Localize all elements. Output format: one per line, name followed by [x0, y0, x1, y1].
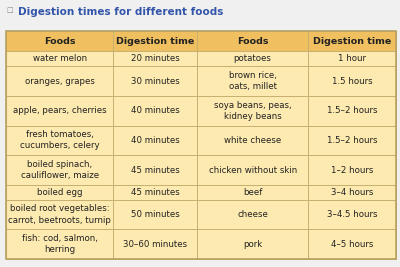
Text: boiled egg: boiled egg — [37, 188, 82, 197]
Text: Digestion time: Digestion time — [313, 37, 391, 46]
Text: beef: beef — [243, 188, 262, 197]
Text: brown rice,
oats, millet: brown rice, oats, millet — [229, 71, 277, 91]
Bar — [6, 52, 113, 66]
Bar — [308, 31, 396, 52]
Bar — [113, 125, 197, 155]
Bar — [113, 200, 197, 229]
Bar — [113, 96, 197, 125]
Text: Digestion times for different foods: Digestion times for different foods — [18, 7, 223, 17]
Text: chicken without skin: chicken without skin — [208, 166, 297, 175]
Text: boiled spinach,
cauliflower, maize: boiled spinach, cauliflower, maize — [20, 160, 99, 180]
Text: 1 hour: 1 hour — [338, 54, 366, 63]
Text: 1.5–2 hours: 1.5–2 hours — [327, 106, 377, 115]
Text: 30 minutes: 30 minutes — [131, 77, 180, 86]
Bar — [113, 229, 197, 259]
Bar — [308, 229, 396, 259]
Bar — [308, 200, 396, 229]
Bar — [308, 185, 396, 200]
Text: 1.5–2 hours: 1.5–2 hours — [327, 136, 377, 145]
Bar — [113, 31, 197, 52]
Bar — [197, 52, 308, 66]
Bar — [6, 125, 113, 155]
Bar — [308, 96, 396, 125]
Text: 1–2 hours: 1–2 hours — [331, 166, 373, 175]
Text: 4–5 hours: 4–5 hours — [331, 240, 373, 249]
Text: 3–4 hours: 3–4 hours — [331, 188, 373, 197]
Bar — [308, 125, 396, 155]
Text: apple, pears, cherries: apple, pears, cherries — [13, 106, 106, 115]
Text: 3–4.5 hours: 3–4.5 hours — [327, 210, 377, 219]
Bar — [6, 66, 113, 96]
Bar — [308, 52, 396, 66]
Bar — [197, 155, 308, 185]
Text: 40 minutes: 40 minutes — [131, 136, 180, 145]
Bar — [6, 31, 113, 52]
Text: Foods: Foods — [237, 37, 268, 46]
Text: 50 minutes: 50 minutes — [131, 210, 180, 219]
Bar — [197, 96, 308, 125]
Text: water melon: water melon — [32, 54, 87, 63]
Bar — [308, 155, 396, 185]
Text: pork: pork — [243, 240, 262, 249]
Text: white cheese: white cheese — [224, 136, 281, 145]
Text: □: □ — [6, 7, 13, 13]
Text: fresh tomatoes,
cucumbers, celery: fresh tomatoes, cucumbers, celery — [20, 130, 100, 150]
Bar — [197, 66, 308, 96]
Bar — [197, 185, 308, 200]
Bar — [113, 185, 197, 200]
Bar — [197, 125, 308, 155]
Text: soya beans, peas,
kidney beans: soya beans, peas, kidney beans — [214, 101, 292, 121]
Bar — [113, 66, 197, 96]
Text: 40 minutes: 40 minutes — [131, 106, 180, 115]
Text: 45 minutes: 45 minutes — [131, 188, 180, 197]
Bar — [6, 185, 113, 200]
Text: potatoes: potatoes — [234, 54, 272, 63]
Text: 1.5 hours: 1.5 hours — [332, 77, 372, 86]
Bar — [197, 31, 308, 52]
Bar — [6, 229, 113, 259]
Bar — [6, 155, 113, 185]
Bar — [113, 52, 197, 66]
Text: 20 minutes: 20 minutes — [131, 54, 180, 63]
Text: fish: cod, salmon,
herring: fish: cod, salmon, herring — [22, 234, 98, 254]
Bar — [197, 200, 308, 229]
Bar — [308, 66, 396, 96]
Text: 30–60 minutes: 30–60 minutes — [123, 240, 187, 249]
Bar — [113, 155, 197, 185]
Text: Digestion time: Digestion time — [116, 37, 194, 46]
Text: Foods: Foods — [44, 37, 75, 46]
Text: oranges, grapes: oranges, grapes — [25, 77, 94, 86]
Bar — [197, 229, 308, 259]
Text: cheese: cheese — [237, 210, 268, 219]
Bar — [6, 200, 113, 229]
Bar — [6, 96, 113, 125]
Text: 45 minutes: 45 minutes — [131, 166, 180, 175]
Text: boiled root vegetables:
carrot, beetroots, turnip: boiled root vegetables: carrot, beetroot… — [8, 205, 111, 225]
